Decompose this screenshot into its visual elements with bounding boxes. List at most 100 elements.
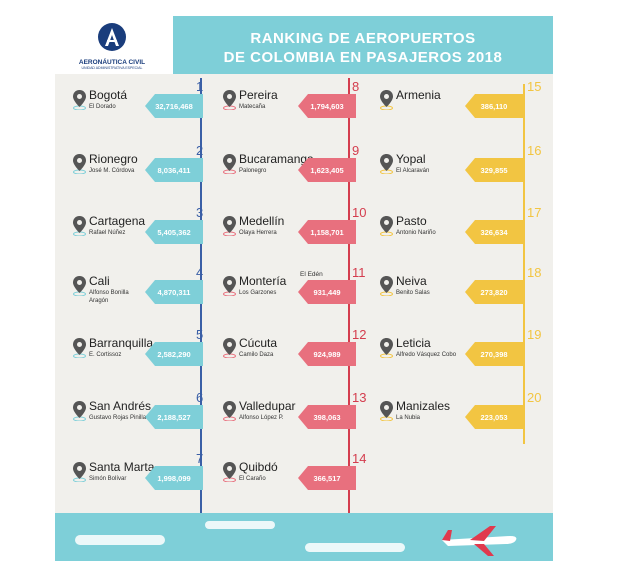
airport-name: Antonio Nariño bbox=[396, 230, 436, 236]
passenger-count: 223,053 bbox=[480, 412, 508, 422]
passenger-count: 2,582,290 bbox=[157, 349, 191, 359]
rank-number: 5 bbox=[196, 327, 204, 342]
city-name: Santa Marta bbox=[89, 460, 155, 474]
passenger-tag: 8,036,411 bbox=[145, 158, 203, 182]
passenger-tag: 931,449 bbox=[298, 280, 356, 304]
rank-number: 6 bbox=[196, 390, 204, 405]
passenger-tag: 398,063 bbox=[298, 405, 356, 429]
list-item: Medellín Olaya Herrera bbox=[223, 214, 363, 254]
map-pin-icon bbox=[73, 338, 86, 358]
city-name: Bucaramanga bbox=[239, 152, 314, 166]
city-name: Pasto bbox=[396, 214, 427, 228]
passenger-tag: 366,517 bbox=[298, 466, 356, 490]
list-item: Leticia Alfredo Vásquez Cobo bbox=[380, 336, 520, 376]
city-name: Cúcuta bbox=[239, 336, 278, 350]
airport-name: Olaya Herrera bbox=[239, 230, 277, 236]
airport-name: El Dorado bbox=[89, 104, 116, 110]
passenger-tag: 2,188,527 bbox=[145, 405, 203, 429]
airport-name: El Caraño bbox=[239, 476, 266, 482]
passenger-count: 1,794,603 bbox=[310, 101, 344, 111]
passenger-tag: 924,989 bbox=[298, 342, 356, 366]
rank-number: 10 bbox=[352, 205, 367, 220]
map-pin-icon bbox=[223, 90, 236, 110]
map-pin-icon bbox=[73, 401, 86, 421]
passenger-tag: 1,794,603 bbox=[298, 94, 356, 118]
list-item: Bogotá El Dorado bbox=[73, 88, 213, 128]
map-pin-icon bbox=[73, 216, 86, 236]
list-item: Pasto Antonio Nariño bbox=[380, 214, 520, 254]
map-pin-icon bbox=[223, 276, 236, 296]
list-item: Neiva Benito Salas bbox=[380, 274, 520, 314]
map-pin-icon bbox=[380, 401, 393, 421]
cloud-shape bbox=[305, 543, 405, 552]
cloud-shape bbox=[205, 521, 275, 529]
passenger-count: 4,870,311 bbox=[157, 287, 191, 297]
airport-name: La Nubia bbox=[396, 415, 421, 421]
cloud-shape bbox=[75, 535, 165, 545]
list-item: Bucaramanga Palonegro bbox=[223, 152, 363, 192]
passenger-count: 273,820 bbox=[480, 287, 508, 297]
passenger-count: 366,517 bbox=[313, 473, 341, 483]
page-title-line1: RANKING DE AEROPUERTOS bbox=[250, 30, 476, 47]
airport-name: Los Garzones bbox=[239, 290, 277, 296]
sky-band bbox=[55, 513, 553, 561]
column-divider bbox=[523, 84, 525, 444]
rank-number: 2 bbox=[196, 143, 204, 158]
list-item: Pereira Matecaña bbox=[223, 88, 363, 128]
list-item: Barranquilla E. Cortissoz bbox=[73, 336, 213, 376]
passenger-tag: 270,398 bbox=[465, 342, 523, 366]
airport-name: El Alcaraván bbox=[396, 168, 430, 174]
city-name: Pereira bbox=[239, 88, 278, 102]
airport-name: Rafael Núñez bbox=[89, 230, 126, 236]
passenger-count: 32,716,468 bbox=[155, 101, 193, 111]
passenger-count: 2,188,527 bbox=[157, 412, 191, 422]
passenger-count: 270,398 bbox=[480, 349, 508, 359]
page-title-line2: DE COLOMBIA EN PASAJEROS 2018 bbox=[223, 49, 503, 66]
logo-subtitle: UNIDAD ADMINISTRATIVA ESPECIAL bbox=[81, 66, 143, 70]
rank-number: 13 bbox=[352, 390, 367, 405]
airport-name: Alfredo Vásquez Cobo bbox=[396, 352, 457, 358]
rank-number: 1 bbox=[196, 79, 204, 94]
list-item: Armenia bbox=[380, 88, 520, 128]
city-name: Neiva bbox=[396, 274, 427, 288]
map-pin-icon bbox=[380, 154, 393, 174]
passenger-count: 5,405,362 bbox=[157, 227, 191, 237]
title-banner bbox=[173, 16, 553, 74]
list-item: Manizales La Nubia bbox=[380, 399, 520, 439]
city-name: Valledupar bbox=[239, 399, 296, 413]
city-name: Barranquilla bbox=[89, 336, 154, 350]
passenger-tag: 5,405,362 bbox=[145, 220, 203, 244]
airport-name: Gustavo Rojas Pinilla bbox=[89, 415, 147, 421]
rank-number: 14 bbox=[352, 451, 367, 466]
rank-number: 4 bbox=[196, 265, 204, 280]
passenger-tag: 32,716,468 bbox=[145, 94, 203, 118]
list-item: Valledupar Alfonso López P. bbox=[223, 399, 363, 439]
passenger-tag: 2,582,290 bbox=[145, 342, 203, 366]
airport-name: Alfonso López P. bbox=[239, 415, 284, 421]
city-name: Rionegro bbox=[89, 152, 138, 166]
rank-number: 19 bbox=[527, 327, 542, 342]
city-name: Cartagena bbox=[89, 214, 146, 228]
city-name: San Andrés bbox=[89, 399, 152, 413]
airport-name: Simón Bolívar bbox=[89, 476, 127, 482]
airplane-icon bbox=[442, 526, 517, 556]
map-pin-icon bbox=[73, 90, 86, 110]
rank-number: 18 bbox=[527, 265, 542, 280]
map-pin-icon bbox=[380, 276, 393, 296]
passenger-count: 326,634 bbox=[480, 227, 508, 237]
passenger-count: 8,036,411 bbox=[157, 165, 191, 175]
aerocivil-logo-icon bbox=[98, 23, 126, 51]
rank-number: 20 bbox=[527, 390, 542, 405]
list-item: San Andrés Gustavo Rojas Pinilla bbox=[73, 399, 213, 439]
passenger-tag: 386,110 bbox=[465, 94, 523, 118]
passenger-count: 924,989 bbox=[313, 349, 341, 359]
passenger-tag: 329,855 bbox=[465, 158, 523, 182]
rank-number: 16 bbox=[527, 143, 542, 158]
city-name: Quibdó bbox=[239, 460, 278, 474]
logo-name: AERONÁUTICA CIVIL bbox=[78, 59, 146, 66]
list-item: Cartagena Rafael Núñez bbox=[73, 214, 213, 254]
airport-note: El Edén bbox=[300, 271, 323, 278]
list-item: Santa Marta Simón Bolívar bbox=[73, 460, 213, 500]
airport-name: Camilo Daza bbox=[239, 352, 274, 358]
city-name: Leticia bbox=[396, 336, 431, 350]
